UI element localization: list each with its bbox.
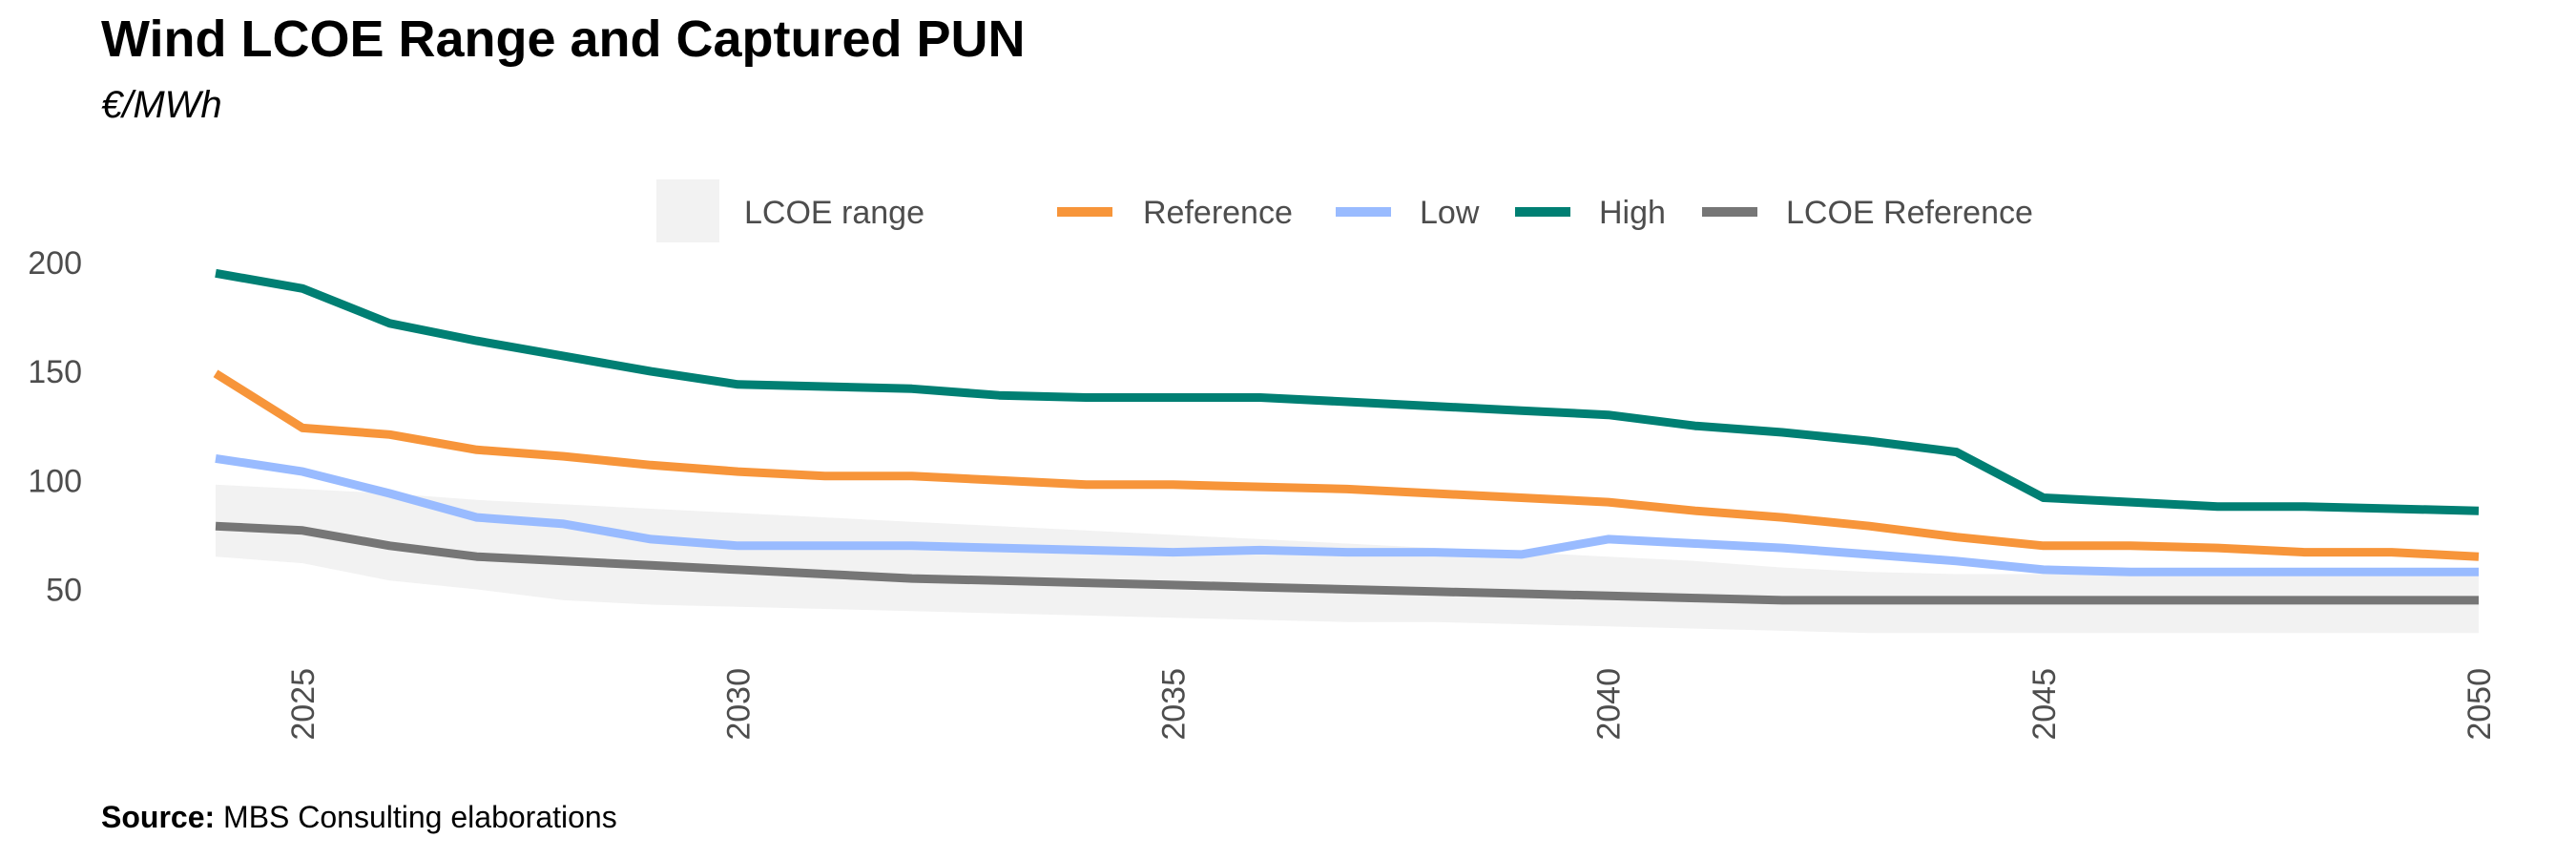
legend-label-reference: Reference xyxy=(1143,195,1293,231)
line-layer xyxy=(213,268,2480,605)
chart-subtitle: €/MWh xyxy=(101,84,222,126)
chart-title: Wind LCOE Range and Captured PUN xyxy=(101,10,1026,68)
legend-label-lcoe-reference: LCOE Reference xyxy=(1786,195,2033,231)
source-label: Source: xyxy=(101,800,216,834)
y-tick-label: 50 xyxy=(46,572,82,608)
x-tick-label: 2040 xyxy=(1591,668,1628,741)
source-note: Source: MBS Consulting elaborations xyxy=(101,800,617,835)
y-tick-label: 200 xyxy=(28,245,82,282)
legend-label-high: High xyxy=(1599,195,1666,231)
x-tick-label: 2050 xyxy=(2462,668,2498,741)
x-tick-label: 2035 xyxy=(1156,668,1193,741)
legend: LCOE range Reference Low High LCOE Reference xyxy=(656,179,2033,242)
x-tick-label: 2030 xyxy=(720,668,757,741)
series-line-lcoe-reference xyxy=(215,521,2479,605)
y-tick-label: 100 xyxy=(28,463,82,499)
x-tick-label: 2025 xyxy=(285,668,322,741)
series-line-high xyxy=(215,268,2480,515)
chart: LCOE range Reference Low High LCOE Reference… xyxy=(28,179,2498,741)
band-layer xyxy=(216,484,2479,634)
legend-label-lcoe-range: LCOE range xyxy=(744,195,924,231)
lcoe-range-band xyxy=(216,484,2479,634)
legend-label-low: Low xyxy=(1420,195,1480,231)
legend-key-lcoe-range xyxy=(656,179,719,242)
series-line-low xyxy=(215,453,2479,576)
x-axis: 2025 2030 2035 2040 2045 2050 xyxy=(285,668,2498,741)
y-axis: 50 100 150 200 xyxy=(28,245,82,609)
series-line-reference xyxy=(213,369,2480,561)
y-tick-label: 150 xyxy=(28,354,82,390)
source-text: MBS Consulting elaborations xyxy=(223,800,617,834)
x-tick-label: 2045 xyxy=(2026,668,2063,741)
